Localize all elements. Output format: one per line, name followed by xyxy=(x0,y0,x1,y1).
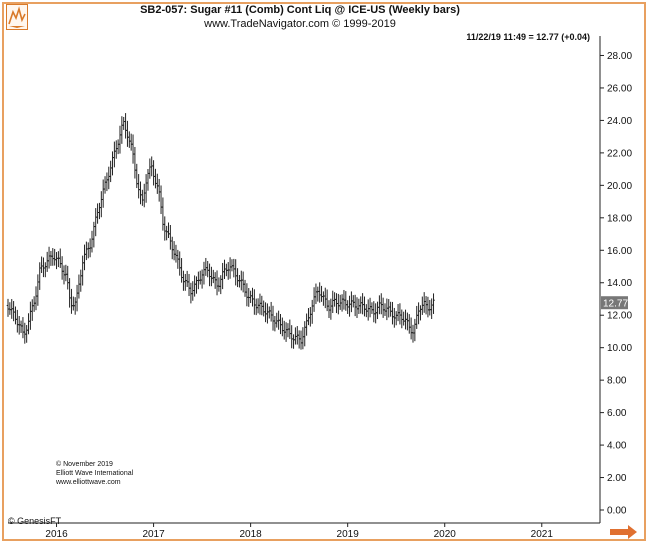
last-price-label: 12.77 xyxy=(603,299,628,310)
x-tick-label: 2019 xyxy=(337,529,360,540)
y-tick-label: 20.00 xyxy=(607,181,632,192)
y-tick-label: 16.00 xyxy=(607,246,632,257)
y-axis-ticks: 0.00 2.00 4.00 6.00 8.00 10.00 12.00 14.00 16.00… xyxy=(600,51,632,517)
y-tick-label: 26.00 xyxy=(607,83,632,94)
copyright-block: © November 2019 Elliott Wave Internation… xyxy=(56,460,133,487)
y-tick-label: 18.00 xyxy=(607,213,632,224)
y-tick-label: 2.00 xyxy=(607,473,627,484)
x-tick-label: 2018 xyxy=(239,529,262,540)
last-price-badge xyxy=(601,296,628,310)
x-tick-label: 2020 xyxy=(434,529,457,540)
last-price-marker: 12.77 xyxy=(601,296,628,310)
chart-title: SB2-057: Sugar #11 (Comb) Cont Liq @ ICE… xyxy=(140,4,460,16)
x-tick-label: 2016 xyxy=(45,529,68,540)
right-arrow-icon[interactable] xyxy=(608,525,638,539)
data-credit: © GenesisFT xyxy=(8,516,62,526)
y-tick-label: 28.00 xyxy=(607,51,632,62)
y-tick-label: 10.00 xyxy=(607,343,632,354)
y-tick-label: 24.00 xyxy=(607,116,632,127)
x-axis-ticks: 2016 2017 2018 2019 2020 2021 xyxy=(45,523,553,540)
price-bars xyxy=(6,113,435,350)
copyright-line: © November 2019 xyxy=(56,461,113,468)
last-quote: 11/22/19 11:49 = 12.77 (+0.04) xyxy=(466,32,590,42)
x-tick-label: 2021 xyxy=(531,529,554,540)
chart-subtitle: www.TradeNavigator.com © 1999-2019 xyxy=(204,18,396,30)
elliott-wave-logo-icon xyxy=(6,4,28,30)
chart-axes xyxy=(8,36,601,524)
y-tick-label: 0.00 xyxy=(607,506,627,517)
y-tick-label: 4.00 xyxy=(607,441,627,452)
y-tick-label: 14.00 xyxy=(607,278,632,289)
copyright-line: www.elliottwave.com xyxy=(56,479,121,486)
chart-frame xyxy=(2,2,646,541)
y-tick-label: 22.00 xyxy=(607,148,632,159)
copyright-line: Elliott Wave International xyxy=(56,470,134,477)
y-tick-label: 8.00 xyxy=(607,376,627,387)
x-tick-label: 2017 xyxy=(142,529,165,540)
y-tick-label: 12.00 xyxy=(607,311,632,322)
y-tick-label: 6.00 xyxy=(607,408,627,419)
